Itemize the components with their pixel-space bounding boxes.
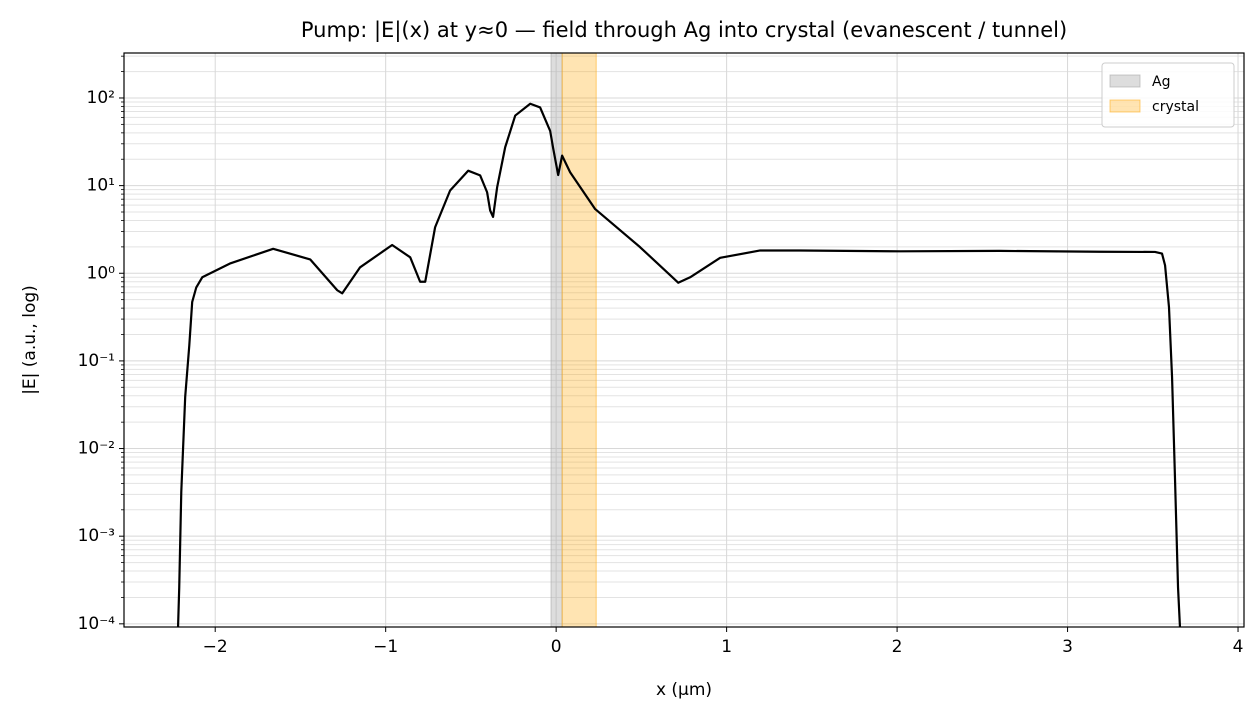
line (176, 102, 1182, 627)
legend-text: crystal (1152, 99, 1199, 115)
y-tick-label: 10⁻⁴ (78, 614, 116, 634)
chart-title: Pump: |E|(x) at y≈0 — field through Ag i… (301, 18, 1067, 43)
x-tick-label: 2 (892, 637, 903, 657)
x-axis-label: x (µm) (656, 680, 712, 700)
x-tick-label: 4 (1233, 637, 1244, 657)
x-tick-label: −2 (203, 637, 228, 657)
y-tick-label: 10⁻³ (78, 526, 115, 546)
span (561, 53, 597, 627)
x-tick-label: 1 (721, 637, 732, 657)
y-tick-label: 10⁰ (87, 263, 116, 283)
x-tick-label: 3 (1062, 637, 1073, 657)
span (550, 53, 563, 627)
y-axis-label: |E| (a.u., log) (20, 285, 40, 395)
legend-swatch (1109, 74, 1141, 88)
x-tick-label: −1 (373, 637, 398, 657)
y-tick-label: 10⁻¹ (78, 351, 115, 371)
legend-box (1101, 62, 1235, 128)
axes-frame (123, 52, 1245, 628)
legend-swatch (1109, 99, 1141, 113)
legend-text: Ag (1152, 74, 1170, 90)
y-tick-label: 10¹ (87, 176, 115, 196)
y-tick-label: 10² (87, 88, 115, 108)
plot-area (124, 53, 1244, 627)
y-tick-label: 10⁻² (78, 439, 115, 459)
x-tick-label: 0 (551, 637, 562, 657)
